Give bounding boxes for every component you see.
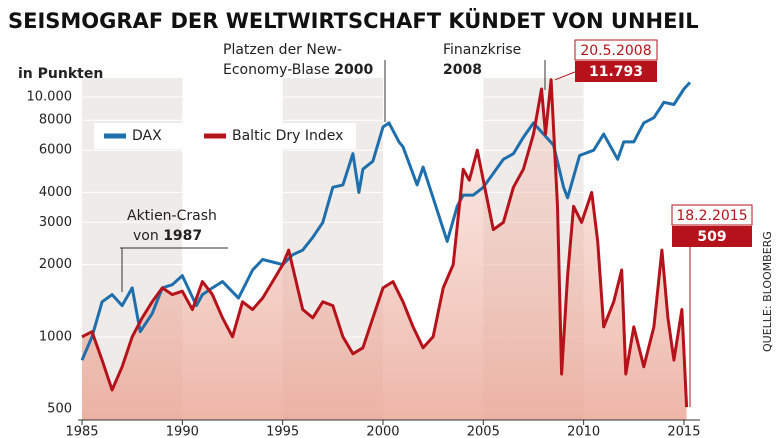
annotation-line: von bbox=[133, 228, 159, 244]
x-tick-label: 1985 bbox=[65, 425, 98, 438]
y-tick-label: 1000 bbox=[39, 329, 72, 344]
annotation-line: Economy-Blase bbox=[223, 62, 330, 78]
connector bbox=[554, 71, 576, 81]
annotation-year: 2008 bbox=[443, 62, 482, 78]
legend-label: Baltic Dry Index bbox=[232, 128, 343, 144]
last-value: 509 bbox=[697, 229, 726, 245]
annotation-year: 2000 bbox=[334, 62, 373, 78]
chart-title: SEISMOGRAF DER WELTWIRTSCHAFT KÜNDET VON… bbox=[8, 8, 699, 33]
x-tick-label: 2005 bbox=[467, 425, 500, 438]
annotation-text: Finanzkrise bbox=[443, 42, 521, 58]
annotation-text: von 1987 bbox=[133, 228, 202, 244]
label-box bbox=[671, 204, 753, 226]
line bbox=[81, 78, 689, 408]
label-box bbox=[575, 61, 657, 82]
x-tick-label: 2015 bbox=[667, 425, 700, 438]
y-tick-label: 6000 bbox=[39, 143, 72, 158]
peak-value: 11.793 bbox=[589, 64, 643, 80]
annotations: Platzen der New- Economy-Blase 2000 Finanz… bbox=[120, 39, 753, 408]
annotation-line: Finanzkrise bbox=[443, 42, 521, 58]
y-tick-label: 500 bbox=[47, 402, 72, 417]
y-tick-label: 3000 bbox=[39, 215, 72, 230]
annotation-year: 1987 bbox=[163, 228, 202, 244]
x-tick-label: 1995 bbox=[266, 425, 299, 438]
x-tick-label: 2010 bbox=[567, 425, 600, 438]
y-tick-label: 8000 bbox=[39, 113, 72, 128]
source: QUELLE: BLOOMBERG bbox=[761, 231, 774, 352]
label-box bbox=[672, 226, 752, 247]
annotation-line: Platzen der New- bbox=[223, 42, 342, 58]
peak-date: 20.5.2008 bbox=[580, 43, 651, 59]
line bbox=[80, 81, 692, 361]
annotation-text: Platzen der New- bbox=[223, 42, 342, 58]
x-tick-label: 2000 bbox=[366, 425, 399, 438]
annotation-line: Aktien-Crash bbox=[127, 208, 217, 224]
annotation-text: Aktien-Crash bbox=[127, 208, 217, 224]
y-tick-label: 10.000 bbox=[27, 89, 73, 104]
y-axis-label: in Punkten bbox=[18, 66, 103, 82]
y-tick-label: 2000 bbox=[39, 257, 72, 272]
y-tick-label: 4000 bbox=[39, 185, 72, 200]
annotation-text: Economy-Blase 2000 bbox=[223, 62, 373, 78]
plot bbox=[80, 78, 692, 421]
label-box bbox=[574, 39, 658, 61]
x-tick-label: 1990 bbox=[166, 425, 199, 438]
legend: DAX Baltic Dry Index bbox=[104, 128, 343, 144]
legend-label: DAX bbox=[132, 128, 162, 144]
last-date: 18.2.2015 bbox=[676, 208, 747, 224]
